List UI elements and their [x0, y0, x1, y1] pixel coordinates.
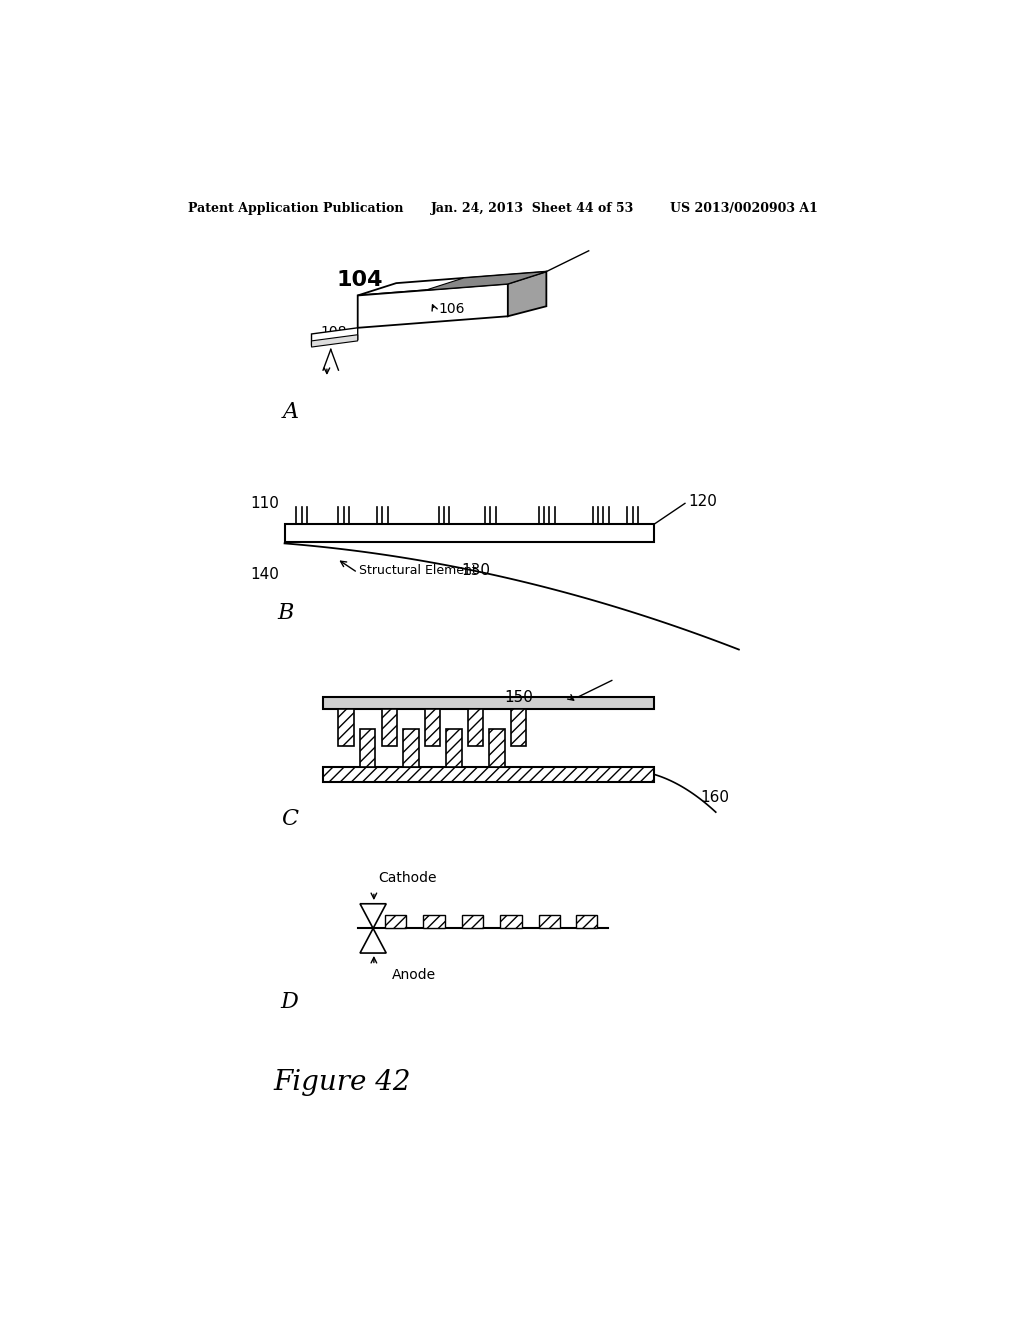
Polygon shape: [311, 327, 357, 346]
Text: D: D: [281, 990, 299, 1012]
Bar: [360, 729, 376, 767]
Bar: [403, 729, 419, 767]
Text: US 2013/0020903 A1: US 2013/0020903 A1: [670, 202, 817, 215]
Bar: [339, 709, 354, 747]
Bar: [468, 709, 483, 747]
Bar: [323, 767, 654, 781]
Bar: [539, 915, 560, 928]
Polygon shape: [357, 284, 508, 327]
Polygon shape: [360, 928, 386, 953]
Polygon shape: [311, 335, 357, 347]
Text: 108: 108: [319, 325, 346, 339]
Text: Cathode: Cathode: [379, 871, 437, 886]
Text: C: C: [281, 808, 298, 830]
Text: 104: 104: [337, 271, 383, 290]
Text: 140: 140: [250, 566, 279, 582]
Text: 110: 110: [250, 496, 279, 511]
Bar: [323, 697, 654, 709]
Text: 160: 160: [700, 789, 729, 805]
Text: Patent Application Publication: Patent Application Publication: [188, 202, 403, 215]
Polygon shape: [357, 272, 547, 296]
Bar: [425, 709, 440, 747]
Text: Figure 42: Figure 42: [273, 1069, 411, 1096]
Bar: [423, 915, 444, 928]
Text: Jan. 24, 2013  Sheet 44 of 53: Jan. 24, 2013 Sheet 44 of 53: [431, 202, 634, 215]
Bar: [511, 709, 526, 747]
Bar: [385, 915, 407, 928]
Polygon shape: [508, 272, 547, 317]
Text: 120: 120: [688, 494, 717, 508]
Polygon shape: [425, 272, 547, 290]
Text: A: A: [283, 401, 299, 424]
Bar: [500, 915, 521, 928]
Text: B: B: [276, 602, 293, 624]
Text: 150: 150: [504, 690, 532, 705]
Bar: [575, 915, 597, 928]
Text: 130: 130: [462, 562, 490, 578]
Text: Structural Element: Structural Element: [359, 564, 477, 577]
Text: 106: 106: [438, 301, 465, 315]
Bar: [462, 915, 483, 928]
Polygon shape: [360, 904, 386, 928]
Bar: [382, 709, 397, 747]
Bar: [489, 729, 505, 767]
Bar: [285, 524, 654, 543]
Bar: [446, 729, 462, 767]
Text: Anode: Anode: [392, 968, 436, 982]
